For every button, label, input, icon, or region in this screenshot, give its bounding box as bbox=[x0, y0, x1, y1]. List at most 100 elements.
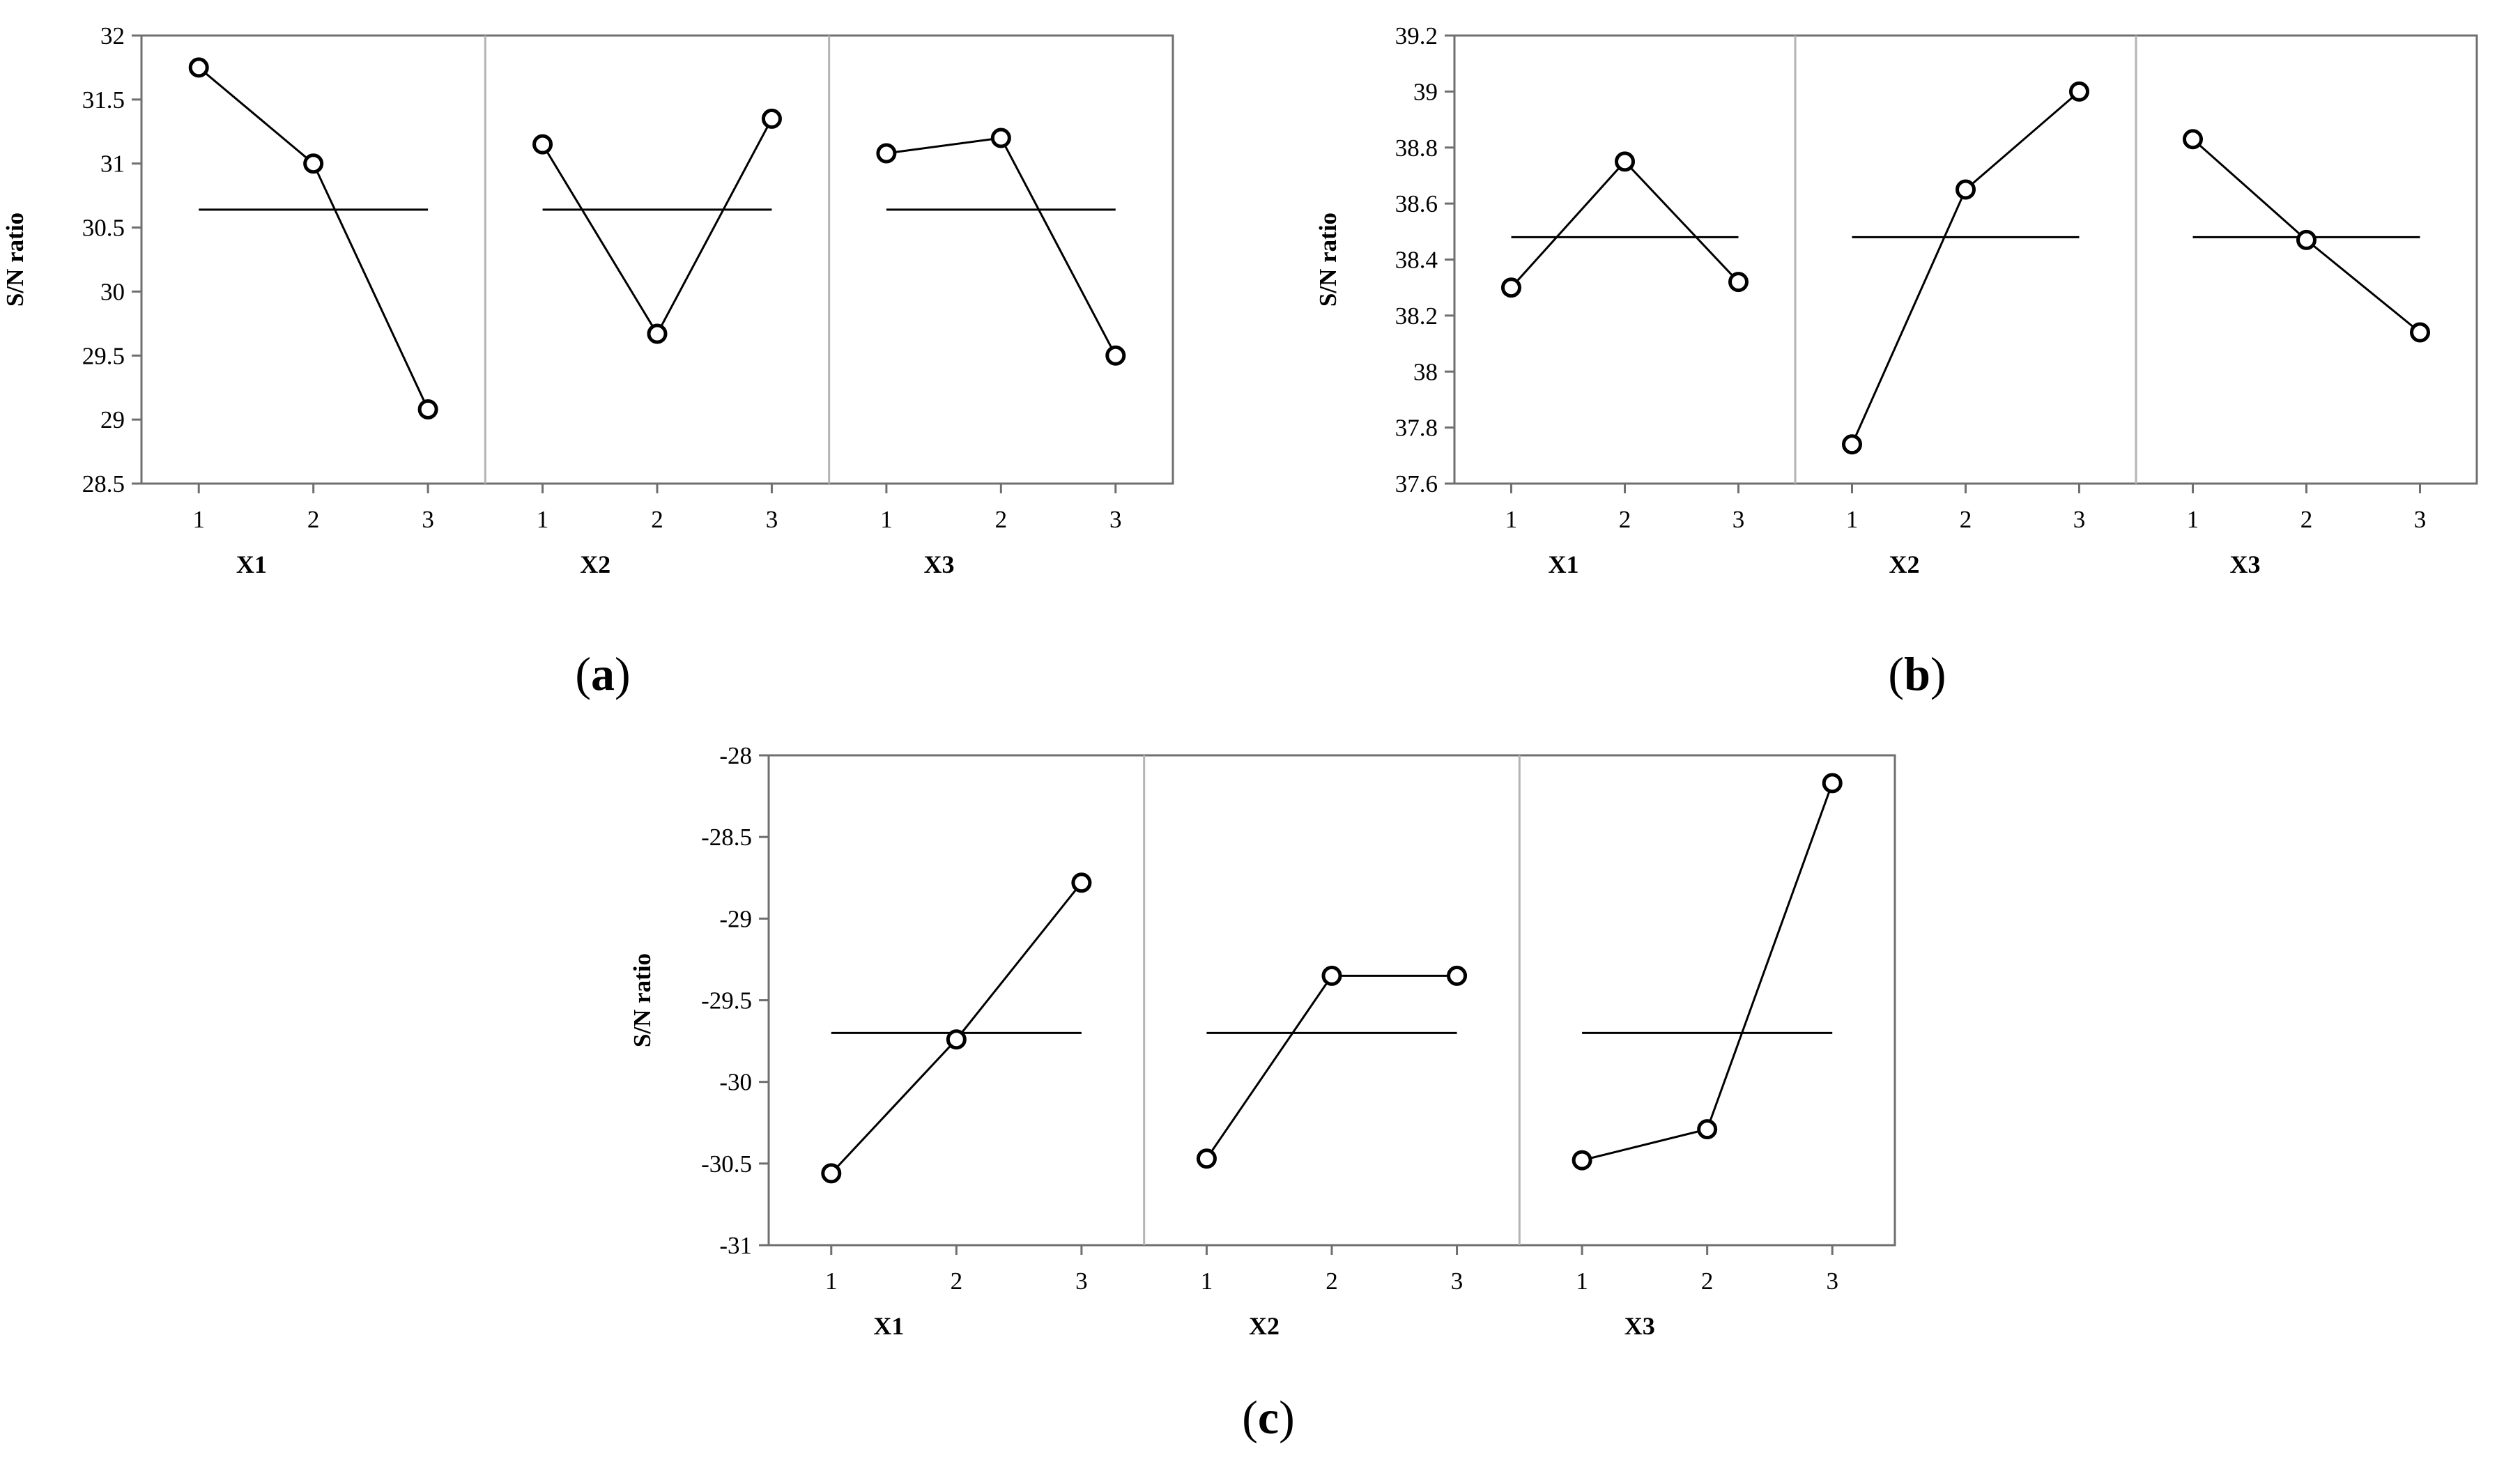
series-line bbox=[541, 118, 773, 337]
series-line bbox=[1206, 974, 1457, 1159]
y-tick-label: 38.2 bbox=[1395, 302, 1438, 330]
y-tick-label: 37.8 bbox=[1395, 415, 1438, 442]
y-tick-label: 39.2 bbox=[1395, 22, 1438, 49]
y-tick-label: -31 bbox=[719, 1232, 752, 1259]
x-axis-label: X1 bbox=[236, 550, 267, 578]
data-point bbox=[2410, 322, 2430, 343]
y-tick-label: 28.5 bbox=[82, 470, 125, 498]
y-tick-label: 39 bbox=[1413, 78, 1438, 105]
x-axis-label: X1 bbox=[1548, 550, 1578, 578]
panel-caption: (a) bbox=[575, 647, 630, 700]
x-tick-label: 1 bbox=[1846, 506, 1859, 533]
y-tick-label: -30 bbox=[719, 1069, 752, 1096]
data-point bbox=[876, 143, 897, 164]
data-point bbox=[2183, 129, 2203, 150]
series-line bbox=[198, 66, 429, 410]
y-tick-label: 31 bbox=[100, 151, 125, 178]
x-axis-label: X3 bbox=[924, 550, 955, 578]
data-point bbox=[1956, 179, 1976, 200]
x-tick-label: 3 bbox=[1826, 1267, 1838, 1295]
data-point bbox=[1105, 345, 1126, 366]
x-tick-label: 2 bbox=[1326, 1267, 1338, 1295]
x-tick-label: 1 bbox=[880, 506, 893, 533]
data-point bbox=[761, 108, 782, 129]
data-point bbox=[2296, 229, 2317, 250]
data-point bbox=[417, 399, 438, 419]
data-point bbox=[1822, 773, 1843, 794]
y-tick-label: -29.5 bbox=[701, 987, 752, 1015]
x-tick-label: 3 bbox=[2414, 506, 2427, 533]
data-point bbox=[1615, 151, 1635, 172]
y-axis-label: S/N ratio bbox=[629, 953, 656, 1047]
data-point bbox=[1728, 272, 1749, 293]
x-tick-label: 2 bbox=[651, 506, 663, 533]
series-line bbox=[1851, 91, 2080, 445]
data-point bbox=[1321, 965, 1342, 986]
y-tick-label: -29 bbox=[719, 905, 752, 932]
y-tick-label: 30 bbox=[100, 278, 125, 305]
x-axis-label: X2 bbox=[1249, 1312, 1280, 1340]
y-tick-label: -30.5 bbox=[701, 1150, 752, 1178]
data-point bbox=[1071, 872, 1092, 893]
series-line bbox=[1581, 783, 1834, 1162]
x-tick-label: 1 bbox=[192, 506, 205, 533]
x-axis-label: X2 bbox=[1889, 550, 1919, 578]
data-point bbox=[1196, 1148, 1217, 1169]
plot-frame bbox=[1453, 34, 2478, 485]
x-axis-label: X3 bbox=[2229, 550, 2260, 578]
series-line bbox=[886, 137, 1117, 356]
panel-caption: (b) bbox=[1888, 647, 1946, 700]
y-tick-label: 32 bbox=[100, 22, 125, 49]
chart-b: 37.6 37.8 38 38.2 38.4 38.6 38.8 39 39.2 S/N rati… bbox=[1314, 22, 2478, 700]
series-line bbox=[1510, 160, 1739, 288]
x-tick-label: 3 bbox=[1451, 1267, 1463, 1295]
y-tick-label: 31.5 bbox=[82, 86, 125, 114]
data-point bbox=[647, 323, 668, 344]
x-tick-label: 2 bbox=[2300, 506, 2313, 533]
caption-letter: b bbox=[1904, 647, 1930, 700]
x-axis-label: X1 bbox=[873, 1312, 904, 1340]
data-point bbox=[2069, 81, 2089, 102]
x-tick-label: 1 bbox=[825, 1267, 838, 1295]
x-tick-label: 2 bbox=[307, 506, 320, 533]
data-point bbox=[1447, 965, 1468, 986]
y-tick-label: 38.6 bbox=[1395, 190, 1438, 217]
y-tick-label: -28.5 bbox=[701, 824, 752, 851]
y-tick-label: 38 bbox=[1413, 358, 1438, 385]
x-axis-label: X3 bbox=[1624, 1312, 1655, 1340]
plot-frame bbox=[767, 754, 1896, 1247]
x-tick-label: 1 bbox=[1201, 1267, 1213, 1295]
x-tick-label: 3 bbox=[1075, 1267, 1088, 1295]
x-tick-label: 1 bbox=[1505, 506, 1518, 533]
x-tick-label: 2 bbox=[1960, 506, 1972, 533]
y-tick-label: 29 bbox=[100, 406, 125, 433]
data-point bbox=[303, 153, 324, 174]
x-tick-label: 2 bbox=[1701, 1267, 1714, 1295]
y-axis-label: S/N ratio bbox=[1, 213, 29, 307]
data-point bbox=[1501, 277, 1521, 298]
chart-c: -31 -30.5 -30 -29.5 -29 -28.5 -28 S/N ratio 1 2 3 X… bbox=[629, 742, 1896, 1444]
data-point bbox=[532, 134, 553, 155]
data-point bbox=[990, 128, 1011, 148]
x-tick-label: 1 bbox=[537, 506, 549, 533]
caption-letter: a bbox=[591, 647, 615, 700]
x-tick-label: 3 bbox=[1109, 506, 1122, 533]
x-axis-label: X2 bbox=[580, 550, 610, 578]
data-point bbox=[188, 57, 209, 78]
y-tick-label: 29.5 bbox=[82, 342, 125, 369]
x-tick-label: 3 bbox=[1732, 506, 1745, 533]
y-tick-label: 37.6 bbox=[1395, 470, 1438, 498]
x-tick-label: 2 bbox=[951, 1267, 963, 1295]
x-tick-label: 2 bbox=[1619, 506, 1631, 533]
x-tick-label: 2 bbox=[995, 506, 1008, 533]
x-tick-label: 1 bbox=[1576, 1267, 1588, 1295]
y-tick-label: 30.5 bbox=[82, 215, 125, 242]
x-tick-label: 3 bbox=[2073, 506, 2086, 533]
x-tick-label: 3 bbox=[766, 506, 778, 533]
panel-caption: (c) bbox=[1242, 1391, 1295, 1444]
data-point bbox=[1697, 1119, 1718, 1140]
x-tick-label: 3 bbox=[422, 506, 434, 533]
data-point bbox=[1842, 434, 1862, 455]
